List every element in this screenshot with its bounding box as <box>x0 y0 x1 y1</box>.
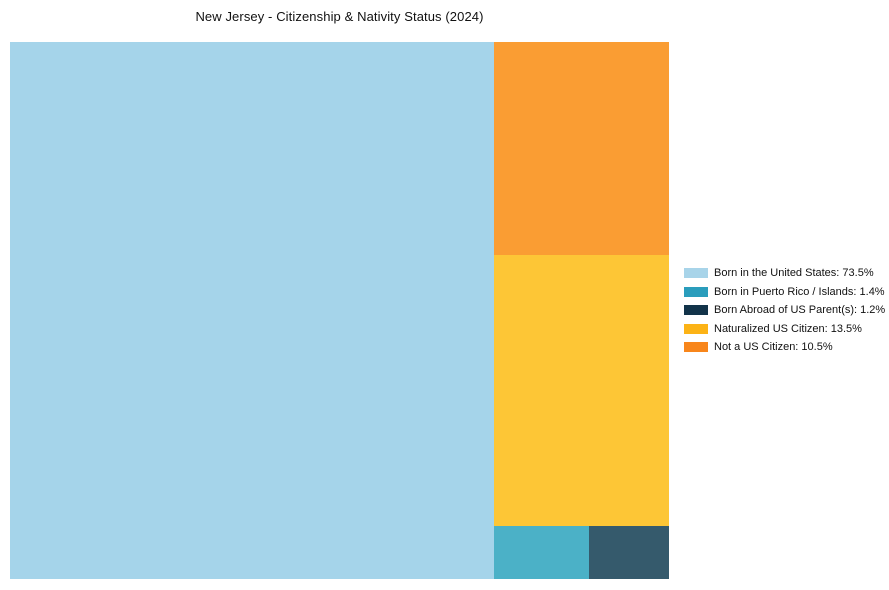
legend-label: Naturalized US Citizen: 13.5% <box>714 322 862 335</box>
treemap-block-3[interactable] <box>588 525 669 579</box>
treemap-block-5[interactable] <box>493 42 669 255</box>
legend-swatch <box>684 286 708 297</box>
legend-swatch <box>684 268 708 279</box>
legend: Born in the United States: 73.5% Born in … <box>684 264 885 357</box>
legend-swatch <box>684 342 708 353</box>
treemap-block-2[interactable] <box>493 525 589 579</box>
treemap-block-1[interactable] <box>10 42 494 579</box>
treemap-plot <box>10 42 669 579</box>
legend-swatch <box>684 323 708 334</box>
legend-item-5[interactable]: Not a US Citizen: 10.5% <box>684 338 885 357</box>
treemap-block-4[interactable] <box>493 254 669 526</box>
legend-label: Not a US Citizen: 10.5% <box>714 341 833 354</box>
legend-label: Born in the United States: 73.5% <box>714 267 874 280</box>
legend-item-4[interactable]: Naturalized US Citizen: 13.5% <box>684 320 885 339</box>
legend-label: Born Abroad of US Parent(s): 1.2% <box>714 304 886 317</box>
legend-label: Born in Puerto Rico / Islands: 1.4% <box>714 285 885 298</box>
legend-item-2[interactable]: Born in Puerto Rico / Islands: 1.4% <box>684 283 885 302</box>
legend-item-1[interactable]: Born in the United States: 73.5% <box>684 264 885 283</box>
chart-title: New Jersey - Citizenship & Nativity Stat… <box>195 9 484 24</box>
legend-item-3[interactable]: Born Abroad of US Parent(s): 1.2% <box>684 301 885 320</box>
legend-swatch <box>684 305 708 316</box>
